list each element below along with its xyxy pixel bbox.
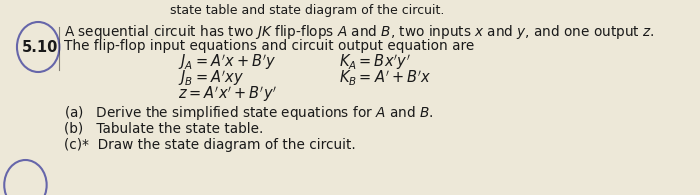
Text: 5.10: 5.10 — [22, 40, 58, 54]
Text: The flip-flop input equations and circuit output equation are: The flip-flop input equations and circui… — [64, 39, 474, 53]
Text: $J_A = A'x + B'y$: $J_A = A'x + B'y$ — [178, 52, 276, 72]
Text: A sequential circuit has two $JK$ flip-flops $A$ and $B$, two inputs $x$ and $y$: A sequential circuit has two $JK$ flip-f… — [64, 23, 655, 41]
Text: $K_A = Bx'y'$: $K_A = Bx'y'$ — [340, 52, 411, 72]
Text: $J_B = A'xy$: $J_B = A'xy$ — [178, 68, 244, 88]
Text: $K_B = A' + B'x$: $K_B = A' + B'x$ — [340, 68, 432, 88]
Text: $z = A'x' + B'y'$: $z = A'x' + B'y'$ — [178, 84, 277, 104]
Text: (b)   Tabulate the state table.: (b) Tabulate the state table. — [64, 122, 263, 136]
Text: (a)   Derive the simplified state equations for $A$ and $B$.: (a) Derive the simplified state equation… — [64, 104, 433, 122]
Text: (c)*  Draw the state diagram of the circuit.: (c)* Draw the state diagram of the circu… — [64, 138, 356, 152]
Text: state table and state diagram of the circuit.: state table and state diagram of the cir… — [169, 4, 444, 17]
